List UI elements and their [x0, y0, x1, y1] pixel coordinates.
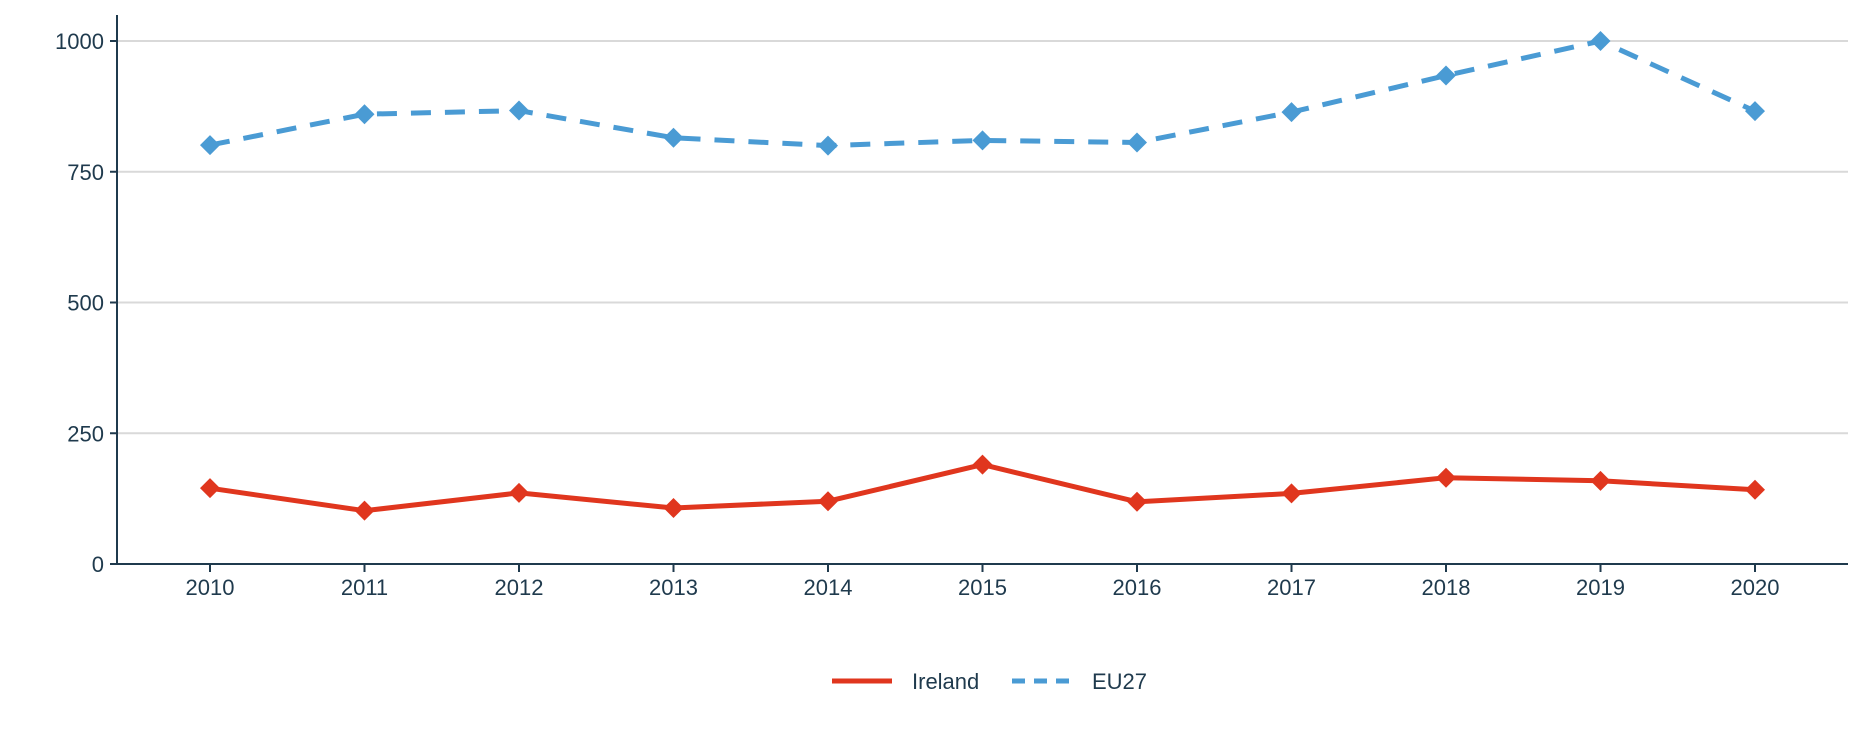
data-point-eu27-2011 — [354, 104, 375, 125]
data-point-eu27-2019 — [1590, 31, 1611, 51]
data-point-ireland-2014 — [818, 491, 838, 512]
data-point-eu27-2013 — [663, 127, 684, 148]
data-point-eu27-2016 — [1127, 132, 1147, 153]
data-point-eu27-2012 — [509, 100, 529, 121]
data-point-eu27-2014 — [818, 135, 838, 156]
series-line-eu27 — [209, 38, 1757, 149]
x-tick-label: 2017 — [1267, 575, 1316, 600]
data-point-eu27-2017 — [1281, 102, 1302, 123]
x-tick-label: 2018 — [1422, 575, 1471, 600]
x-tick-label: 2011 — [341, 575, 388, 600]
gridlines — [118, 40, 1848, 435]
data-point-ireland-2011 — [354, 500, 375, 521]
x-tick-label: 2016 — [1113, 575, 1162, 600]
x-tick-label: 2010 — [186, 575, 235, 600]
legend: Ireland EU27 — [832, 669, 1147, 694]
data-point-ireland-2018 — [1436, 467, 1456, 488]
legend-label-eu27: EU27 — [1092, 669, 1147, 694]
series — [200, 31, 1765, 521]
x-tick-label: 2015 — [958, 575, 1007, 600]
y-tick-label: 750 — [67, 160, 104, 185]
data-point-ireland-2015 — [972, 454, 993, 475]
legend-label-ireland: Ireland — [912, 669, 979, 694]
y-tick-label: 250 — [67, 421, 104, 446]
data-point-ireland-2020 — [1745, 479, 1765, 500]
data-point-eu27-2015 — [972, 130, 993, 151]
x-tick-label: 2013 — [649, 575, 698, 600]
x-tick-label: 2012 — [495, 575, 544, 600]
data-point-ireland-2017 — [1281, 483, 1302, 504]
data-point-eu27-2018 — [1436, 65, 1456, 86]
data-point-ireland-2019 — [1590, 470, 1611, 491]
data-point-ireland-2010 — [200, 478, 220, 499]
data-point-ireland-2013 — [663, 498, 684, 519]
data-point-ireland-2012 — [509, 482, 529, 503]
x-axis-ticks: 2010 2011 2012 2013 2014 2015 2016 2017 2018 2019… — [186, 564, 1780, 600]
x-tick-label: 2019 — [1576, 575, 1625, 600]
y-tick-label: 500 — [67, 291, 104, 316]
data-point-eu27-2010 — [200, 135, 220, 156]
x-tick-label: 2014 — [804, 575, 853, 600]
y-tick-label: 1000 — [55, 29, 104, 54]
x-tick-label: 2020 — [1731, 575, 1780, 600]
data-point-eu27-2020 — [1745, 101, 1765, 122]
y-tick-label: 0 — [92, 552, 104, 577]
data-point-ireland-2016 — [1127, 491, 1147, 512]
y-axis-ticks: 0 250 500 750 1000 — [55, 29, 117, 577]
